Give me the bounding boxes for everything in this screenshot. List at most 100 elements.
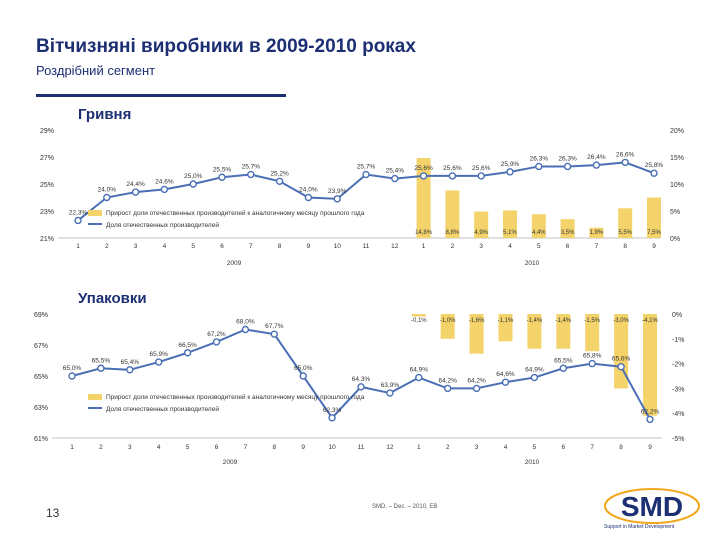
chart2-point-label: 65,5% <box>92 357 111 364</box>
chart2-point-label: 63,9% <box>381 382 400 389</box>
chart2-bar-label: -1,0% <box>440 318 456 324</box>
chart1-right-tick: 0% <box>670 236 680 243</box>
chart1-point <box>535 162 543 171</box>
chart2-point-label: 65,5% <box>554 357 573 364</box>
chart2-right-tick: -5% <box>672 436 684 443</box>
chart2-right-tick: 0% <box>672 312 682 319</box>
chart2-year-label: 2009 <box>223 459 238 466</box>
chart2-point <box>68 372 76 380</box>
chart1-title: Гривня <box>78 106 132 123</box>
logo-tagline: Support in Market Development <box>604 524 675 530</box>
chart1-bar-label: 5,5% <box>618 230 632 236</box>
chart2-left-tick: 61% <box>34 436 48 443</box>
chart2-bar <box>527 314 542 349</box>
chart1-category-label: 10 <box>334 243 342 250</box>
chart2-category-label: 2 <box>446 444 450 451</box>
chart1-bar <box>560 219 575 238</box>
chart1-category-label: 8 <box>278 243 282 250</box>
chart2-point-label: 64,9% <box>525 367 544 374</box>
chart2-legend-line: Доля отечественных производителей <box>106 405 219 413</box>
chart1-bar <box>531 214 546 238</box>
chart1-point <box>333 195 341 203</box>
chart1-point <box>247 170 255 179</box>
chart1-point <box>391 174 399 183</box>
chart1-point-label: 26,3% <box>530 155 549 162</box>
chart2-year-label: 2010 <box>525 459 540 466</box>
chart2-category-label: 2 <box>99 444 103 451</box>
chart1-point-label: 23,9% <box>328 188 347 195</box>
chart1-category-label: 1 <box>422 243 426 250</box>
chart1-category-label: 1 <box>76 243 80 250</box>
chart1-point-label: 25,5% <box>213 166 232 173</box>
chart1-bar-label: 4,4% <box>532 230 546 236</box>
chart2-point-label: 62,2% <box>641 408 660 415</box>
chart1-point-label: 25,9% <box>501 161 520 168</box>
chart1-bar <box>618 208 633 238</box>
chart2-point-label: 65,8% <box>583 353 602 360</box>
chart1-bar <box>589 227 604 238</box>
chart1-point <box>218 173 226 181</box>
chart2-point-label: 65,9% <box>149 351 168 358</box>
chart1-bar <box>416 158 431 238</box>
chart1-bar <box>445 190 460 238</box>
chart2-legend-bar: Прирост доли отечественных производителе… <box>106 393 365 401</box>
chart2-category-label: 5 <box>533 444 537 451</box>
chart1-point-label: 25,8% <box>645 162 664 169</box>
chart2-bar-label: -0,1% <box>411 318 427 324</box>
chart1-category-label: 5 <box>191 243 195 250</box>
chart1-right-tick: 5% <box>670 209 680 216</box>
chart1-point <box>131 188 140 196</box>
chart1-category-label: 12 <box>391 243 399 250</box>
page-number: 13 <box>46 506 60 520</box>
chart2-right-tick: -3% <box>672 386 684 393</box>
chart1-category-label: 3 <box>479 243 483 250</box>
chart1-category-label: 3 <box>134 243 138 250</box>
chart2-point <box>299 372 307 380</box>
chart2-point-label: 66,5% <box>178 342 197 349</box>
chart1-point <box>74 216 82 225</box>
page-title: Вітчизняні виробники в 2009-2010 роках <box>36 36 416 57</box>
chart2-category-label: 5 <box>186 444 190 451</box>
chart1-left-tick: 21% <box>40 236 54 243</box>
chart1-point <box>189 180 197 188</box>
chart1-bar-label: 7,5% <box>647 230 661 236</box>
chart1-right-tick: 20% <box>670 128 684 135</box>
chart2-point-label: 64,3% <box>352 376 371 383</box>
chart2-category-label: 11 <box>358 444 365 451</box>
chart1-point-label: 25,0% <box>184 173 203 180</box>
source-note: SMD. – Dec. – 2010, EB <box>372 504 438 510</box>
chart2-category-label: 6 <box>215 444 219 451</box>
chart2-right-tick: -1% <box>672 337 684 344</box>
chart2-point-label: 67,2% <box>207 331 226 338</box>
chart2-point-label: 64,6% <box>496 371 515 378</box>
chart2-right-tick: -4% <box>672 411 684 418</box>
chart2-category-label: 1 <box>417 444 421 451</box>
chart2-point <box>501 378 510 386</box>
chart2-category-label: 8 <box>619 444 623 451</box>
chart1-point <box>448 172 457 180</box>
chart1-point <box>103 193 111 202</box>
chart1-point <box>506 168 514 176</box>
chart2-bar-label: -3,0% <box>613 318 629 324</box>
chart2-category-label: 10 <box>328 444 336 451</box>
chart2-category-label: 1 <box>70 444 74 451</box>
chart2-point <box>154 358 163 366</box>
chart1-point-label: 25,7% <box>357 164 376 171</box>
chart1-category-label: 6 <box>566 243 570 250</box>
title-underline <box>36 94 286 97</box>
chart2-point <box>472 384 481 393</box>
chart1-point-label: 25,6% <box>472 165 491 172</box>
chart2-category-label: 9 <box>648 444 652 451</box>
chart2-point-label: 64,9% <box>410 367 429 374</box>
chart2-point <box>444 384 452 393</box>
chart1-year-label: 2009 <box>227 260 242 267</box>
chart2-category-label: 7 <box>590 444 594 451</box>
chart1-bar <box>474 211 489 238</box>
chart1-point-label: 22,3% <box>69 209 88 216</box>
chart1-left-tick: 29% <box>40 128 54 135</box>
chart1-bar-label: 5,1% <box>503 230 517 236</box>
chart2-right-tick: -2% <box>672 362 684 369</box>
chart1-point <box>621 158 629 167</box>
chart2-point <box>328 414 336 422</box>
